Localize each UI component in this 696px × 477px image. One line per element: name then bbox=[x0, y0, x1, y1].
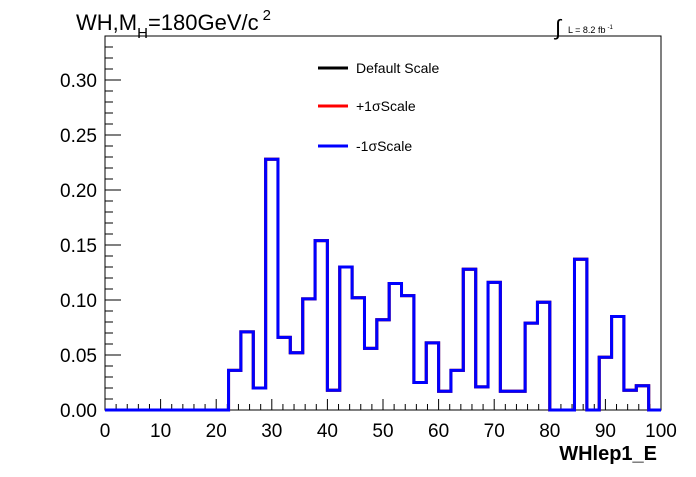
title-subscript: H bbox=[137, 25, 148, 42]
legend: Default Scale +1σScale -1σScale bbox=[318, 60, 439, 154]
y-tick-label: 0.15 bbox=[60, 236, 97, 257]
x-axis: 0 10 20 30 40 50 60 70 80 90 100 bbox=[100, 399, 677, 442]
x-axis-label: WHlep1_E bbox=[559, 443, 657, 465]
x-tick-label: 70 bbox=[484, 421, 505, 442]
x-tick-label: 0 bbox=[100, 421, 111, 442]
x-tick-label: 60 bbox=[428, 421, 449, 442]
title-superscript: 2 bbox=[263, 7, 271, 24]
y-tick-label: 0.10 bbox=[60, 291, 97, 312]
x-tick-label: 30 bbox=[261, 421, 282, 442]
integral-symbol: ∫ bbox=[553, 15, 563, 40]
x-tick-label: 40 bbox=[317, 421, 338, 442]
series-line--1-scale bbox=[105, 157, 661, 412]
y-axis: 0.00 0.05 0.10 0.15 0.20 0.25 0.30 bbox=[60, 46, 121, 422]
lumi-label: L = 8.2 fb -1 bbox=[568, 25, 613, 35]
plot-title: WH,MH=180GeV/c 2 bbox=[76, 7, 271, 42]
series-group bbox=[105, 157, 661, 412]
legend-entry: Default Scale bbox=[356, 60, 439, 76]
title-suffix: =180GeV/c bbox=[148, 10, 259, 35]
lumi-text: L = 8.2 fb bbox=[568, 25, 605, 35]
x-tick-label: 20 bbox=[206, 421, 227, 442]
x-tick-label: 50 bbox=[372, 421, 393, 442]
y-tick-label: 0.30 bbox=[60, 71, 97, 92]
y-tick-label: 0.20 bbox=[60, 181, 97, 202]
legend-entry: +1σScale bbox=[356, 98, 416, 114]
title-prefix: WH,M bbox=[76, 10, 137, 35]
legend-entry: -1σScale bbox=[356, 138, 412, 154]
lumi-superscript: -1 bbox=[607, 25, 613, 31]
x-tick-label: 80 bbox=[539, 421, 560, 442]
x-tick-label: 10 bbox=[150, 421, 171, 442]
x-tick-label: 100 bbox=[645, 421, 677, 442]
y-tick-label: 0.05 bbox=[60, 346, 97, 367]
y-tick-label: 0.00 bbox=[60, 401, 97, 422]
x-tick-label: 90 bbox=[595, 421, 616, 442]
y-tick-label: 0.25 bbox=[60, 126, 97, 147]
